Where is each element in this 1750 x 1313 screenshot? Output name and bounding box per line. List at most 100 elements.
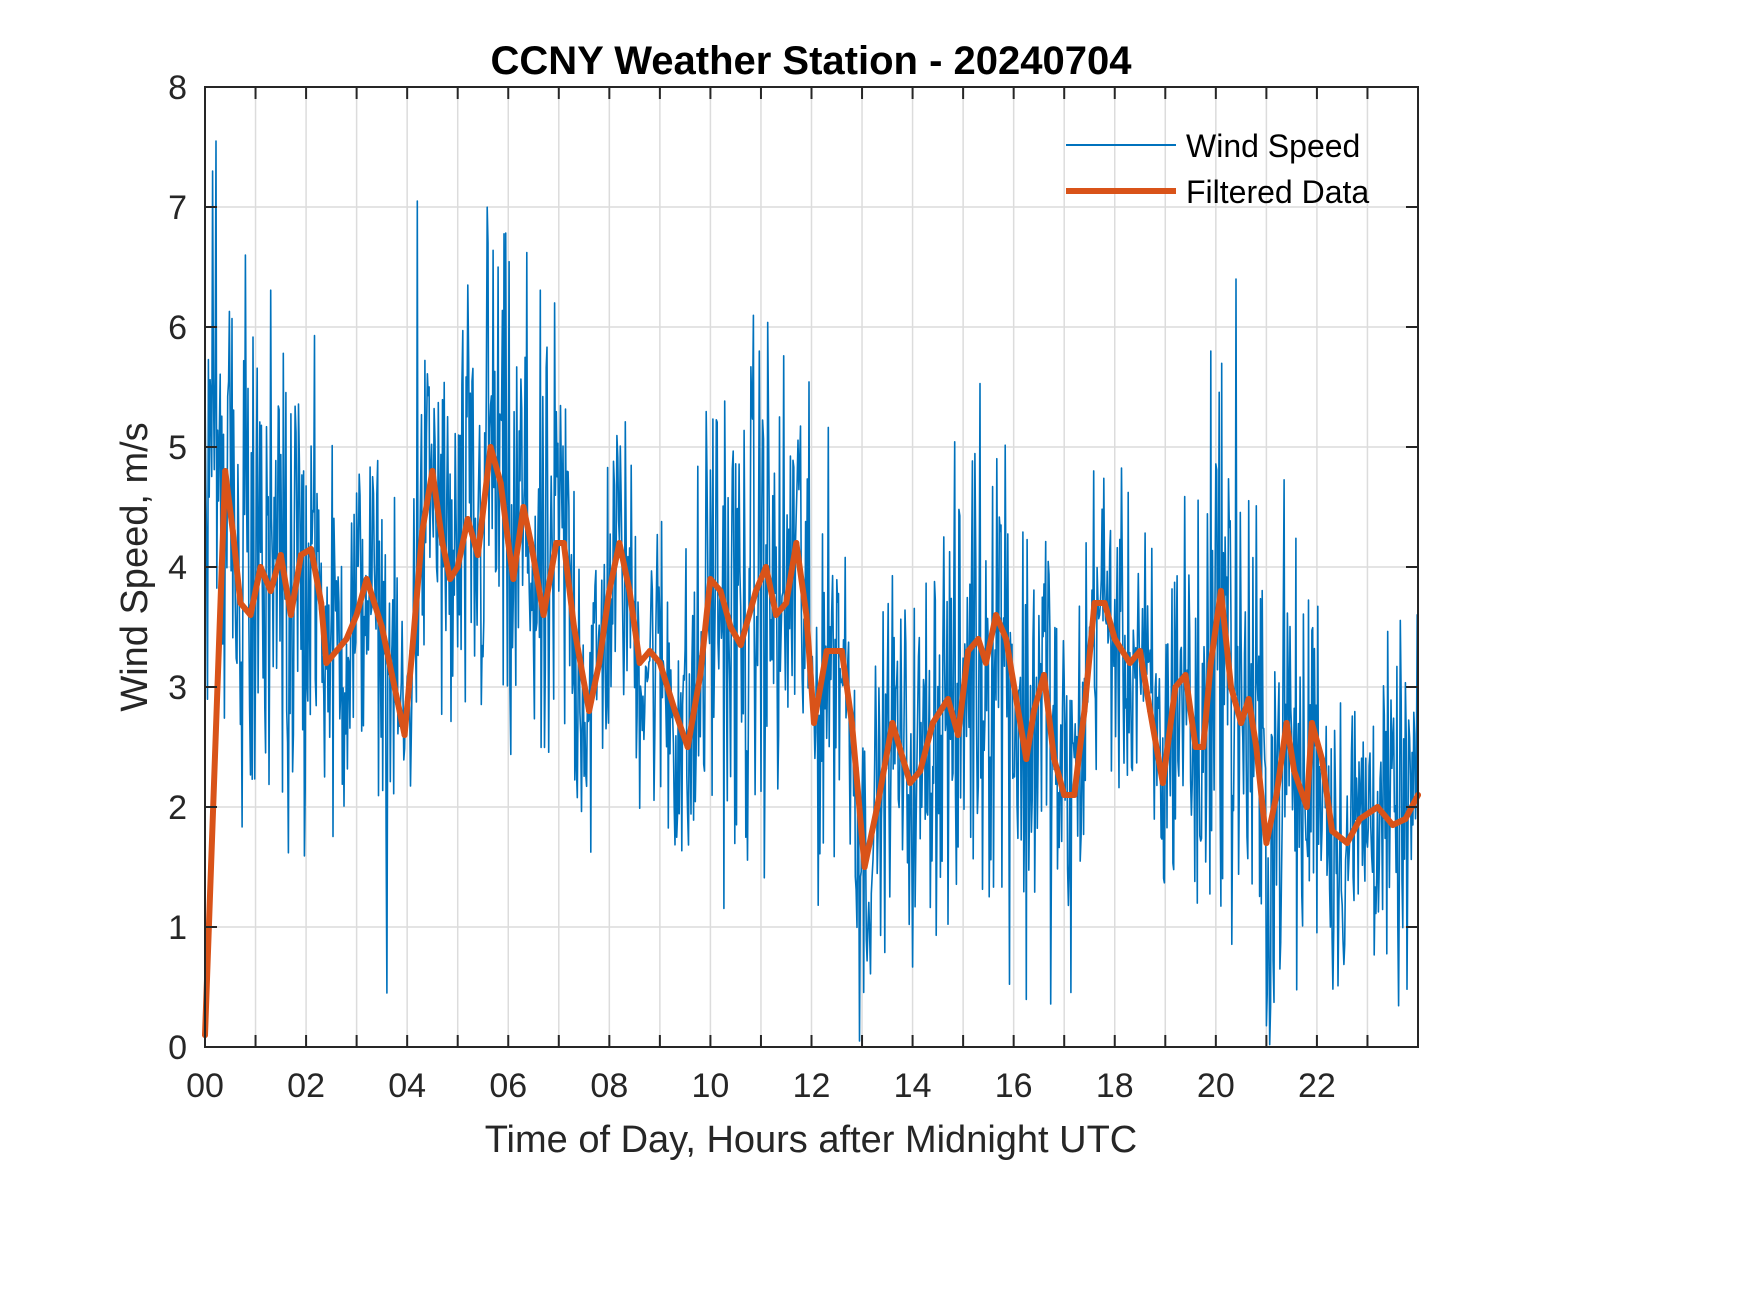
filtered-data-point [222,468,229,474]
filtered-data-point [1283,720,1290,726]
filtered-data-point [861,864,868,870]
filtered-data-point [1329,828,1336,834]
filtered-data-point [1308,720,1315,726]
filtered-data-point [363,576,370,582]
filtered-data-point [965,648,972,654]
filtered-data-point [646,648,653,654]
filtered-data-point [1402,816,1409,822]
x-tick-label: 14 [894,1067,932,1105]
filtered-data-point [889,720,896,726]
filtered-data-point [1228,684,1234,690]
filtered-data-point [343,636,350,642]
filtered-data-point [656,660,663,666]
filtered-data-point [697,672,704,678]
filtered-data-point [727,624,734,630]
filtered-data-point [684,744,691,750]
legend: Wind Speed Filtered Data [1066,128,1369,210]
filtered-data-point [353,612,360,618]
filtered-data-point [1023,756,1030,762]
filtered-data-point [1344,840,1351,846]
filtered-data-point [955,732,962,738]
x-axis-label: Time of Day, Hours after Midnight UTC [485,1119,1138,1161]
y-tick-label: 6 [168,309,187,347]
x-tick-labels: 00 02 04 06 08 10 12 14 16 18 20 22 [186,1067,1336,1105]
filtered-data-point [1003,636,1010,642]
y-tick-label: 1 [168,909,187,947]
x-tick-label: 06 [489,1067,527,1105]
y-axis-label: Wind Speed, m/s [114,422,156,711]
filtered-data-point [707,576,714,582]
filtered-data-point [907,780,914,786]
filtered-data-point [1051,756,1058,762]
filtered-data-point [717,588,724,594]
filtered-data-point [464,516,471,522]
filtered-data-point [267,588,274,594]
filtered-data-point [793,540,800,546]
x-tick-label: 02 [287,1067,325,1105]
filtered-data-point [636,660,643,666]
legend-label-wind-speed: Wind Speed [1186,128,1360,164]
filtered-data-point [672,708,678,714]
filtered-data-point [487,444,494,450]
legend-label-filtered-data: Filtered Data [1186,174,1369,210]
filtered-data-point [323,660,330,666]
filtered-data-point [247,612,254,618]
filtered-data-point [975,636,982,642]
filtered-data-point [497,480,504,486]
filtered-data-point [1061,792,1068,798]
filtered-data-point [586,708,593,714]
filtered-data-point [1013,696,1020,702]
filtered-data-point [1081,708,1088,714]
filtered-data-point [409,648,416,654]
filtered-data-point [1041,672,1047,678]
filtered-data-point [1172,684,1179,690]
x-tick-label: 16 [995,1067,1033,1105]
filtered-data-point [945,696,951,702]
filtered-data-point [763,564,769,570]
filtered-data-point [1101,600,1108,606]
filtered-data-point [528,540,534,546]
filtered-data-point [1137,648,1143,654]
filtered-data-point [553,540,560,546]
filtered-data-point [874,804,881,810]
filtered-data-point [811,720,817,726]
filtered-data-point [1374,804,1381,810]
filtered-data-point [1071,792,1078,798]
filtered-data-point [1126,660,1133,666]
x-tick-label: 18 [1096,1067,1134,1105]
x-tick-label: 20 [1197,1067,1235,1105]
y-tick-labels: 0 1 2 3 4 5 6 7 8 [168,69,187,1067]
filtered-data-point [1111,636,1118,642]
filtered-data-point [1291,768,1298,774]
filtered-data-point [378,624,385,630]
filtered-data-point [1263,840,1270,846]
filtered-data-point [419,528,426,534]
filtered-data-point [823,648,830,654]
filtered-data-point [616,540,623,546]
axis-ticks [205,86,1418,1048]
filtered-data-point [1182,672,1189,678]
filtered-data-point [229,528,236,534]
filtered-data-point [520,504,527,510]
x-tick-label: 00 [186,1067,224,1105]
filtered-data-point [803,612,810,618]
x-tick-label: 22 [1298,1067,1336,1105]
filtered-data-point [1147,708,1154,714]
filtered-data-point [1245,696,1252,702]
filtered-data-point [298,552,304,558]
filtered-data-point [257,564,264,570]
filtered-data-point [1159,780,1166,786]
filtered-data-point [1238,720,1245,726]
chart-title: CCNY Weather Station - 20240704 [491,39,1133,83]
filtered-data-point [1319,756,1325,762]
y-tick-label: 7 [168,189,187,227]
y-tick-label: 4 [168,549,187,587]
filtered-data-point [1200,744,1207,750]
filtered-data-point [560,540,567,546]
filtered-data-point [318,600,325,606]
x-tick-label: 04 [388,1067,426,1105]
x-tick-label: 12 [793,1067,831,1105]
filtered-data-point [752,588,759,594]
x-tick-label: 10 [692,1067,730,1105]
